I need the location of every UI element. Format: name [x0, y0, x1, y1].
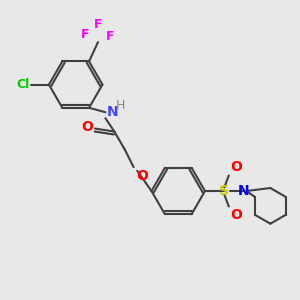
Text: Cl: Cl [16, 78, 30, 91]
Text: F: F [81, 28, 90, 41]
Text: O: O [136, 169, 148, 183]
Text: O: O [230, 160, 242, 174]
Text: N: N [106, 105, 118, 119]
Text: N: N [238, 184, 249, 198]
Text: O: O [81, 120, 93, 134]
Text: F: F [106, 30, 115, 43]
Text: F: F [94, 18, 103, 31]
Text: S: S [219, 184, 229, 198]
Text: H: H [116, 99, 125, 112]
Text: O: O [230, 208, 242, 222]
